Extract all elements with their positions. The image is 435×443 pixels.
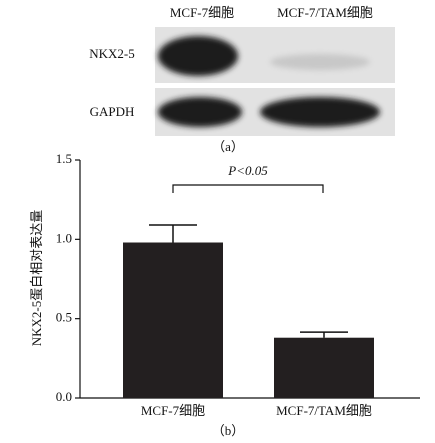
x-tick-label: MCF-7/TAM细胞 [276, 403, 372, 418]
y-axis-label: NKX2-5蛋白相对表达量 [29, 210, 44, 347]
blot-band [270, 54, 370, 70]
caption: （b） [212, 423, 245, 438]
blot-row-label: NKX2-5 [89, 46, 135, 61]
blot-row-label: GAPDH [90, 104, 135, 119]
y-tick-label: 0.0 [56, 389, 72, 404]
blot-column-label: MCF-7/TAM细胞 [277, 5, 373, 20]
blot-band [158, 97, 242, 127]
bar [274, 337, 374, 398]
blot-band [260, 97, 380, 127]
y-tick-label: 0.5 [56, 310, 72, 325]
y-tick-label: 1.5 [56, 151, 72, 166]
caption: （a） [212, 139, 244, 154]
annotation: P<0.05 [227, 163, 268, 178]
error-bar [149, 224, 197, 243]
significance-bracket [172, 184, 324, 193]
bar [123, 242, 223, 398]
y-tick-label: 1.0 [56, 230, 72, 245]
blot-column-label: MCF-7细胞 [170, 5, 234, 20]
x-tick-label: MCF-7细胞 [141, 403, 205, 418]
error-bar [300, 331, 348, 338]
blot-band [158, 36, 238, 76]
